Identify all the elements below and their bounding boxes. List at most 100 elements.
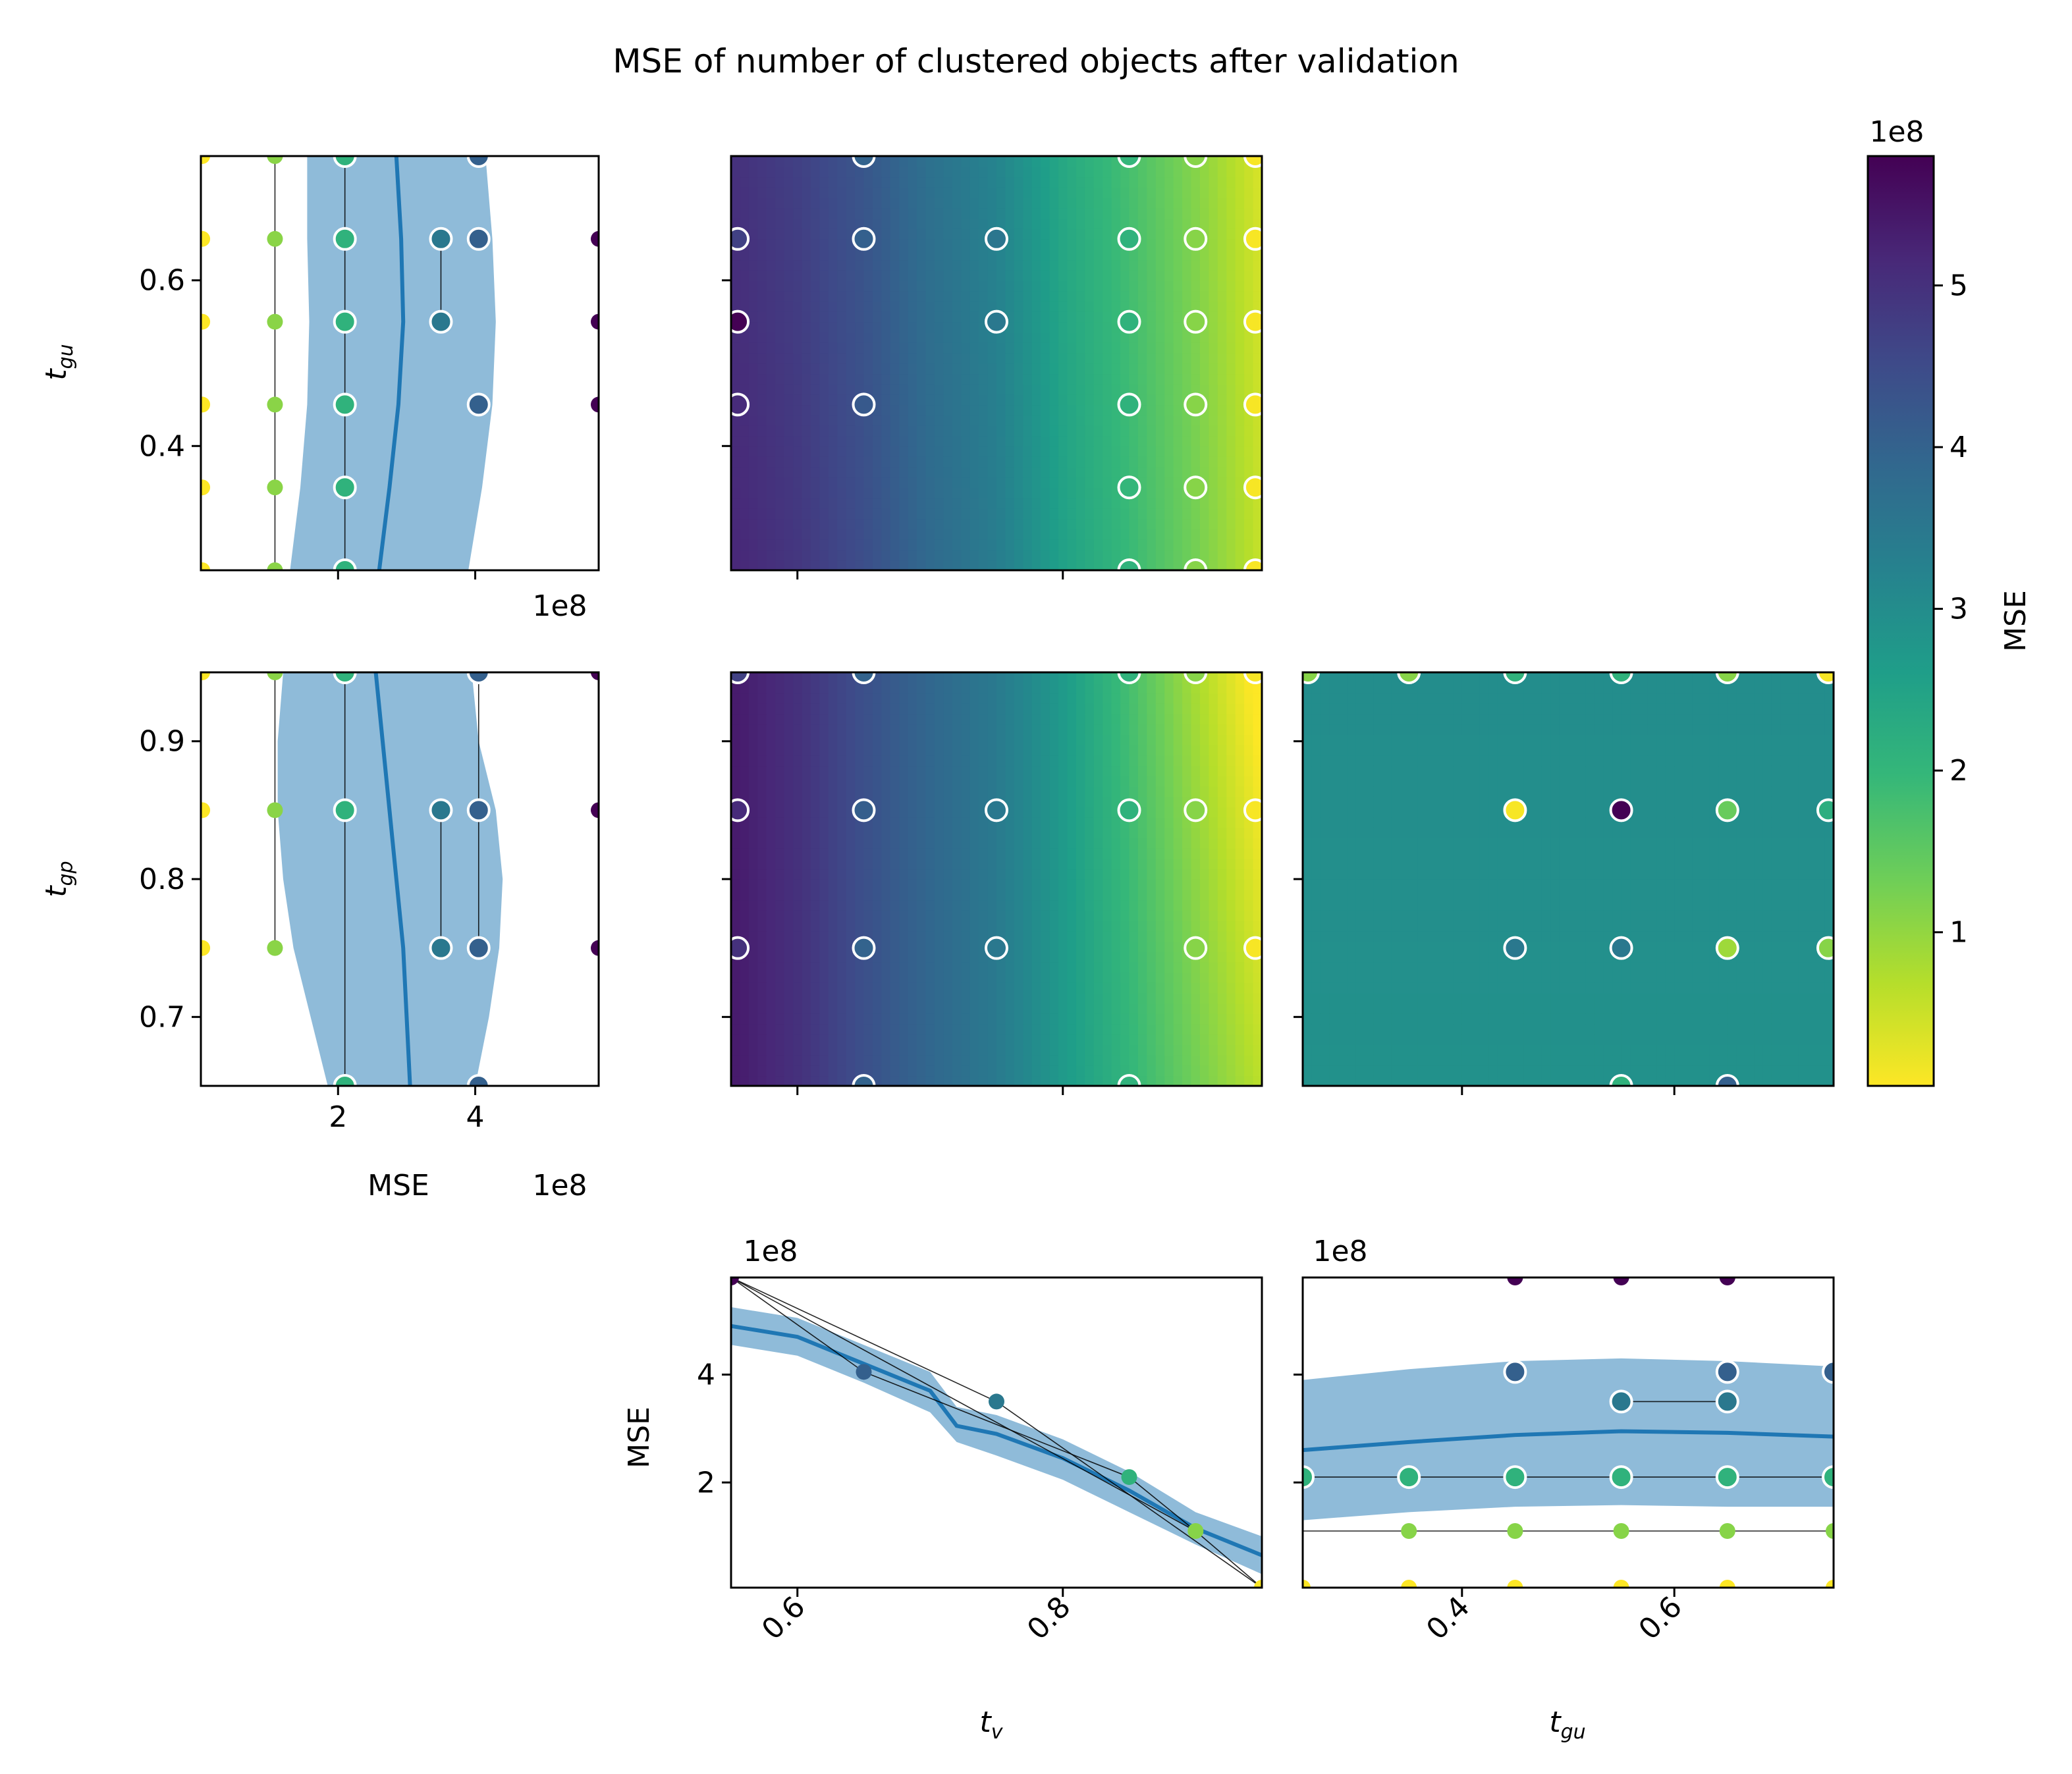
contour-cell <box>1164 280 1174 292</box>
contour-cell <box>1226 518 1236 529</box>
contour-cell <box>1226 425 1236 437</box>
contour-cell <box>881 197 891 209</box>
contour-cell <box>1199 765 1210 776</box>
x-tick-label: 2 <box>329 1100 347 1134</box>
contour-cell <box>802 166 811 178</box>
contour-cell <box>837 900 847 911</box>
contour-cell <box>1173 703 1183 714</box>
contour-cell <box>1031 776 1041 787</box>
contour-cell <box>1217 786 1228 797</box>
contour-cell <box>908 497 917 509</box>
contour-cell <box>1191 992 1201 1004</box>
contour-cell <box>1217 703 1228 714</box>
contour-cell <box>1209 920 1218 932</box>
contour-cell <box>1093 1034 1103 1045</box>
contour-cell <box>1191 518 1201 529</box>
contour-cell <box>1217 693 1228 704</box>
contour-cell <box>1217 197 1228 209</box>
contour-cell <box>961 352 971 364</box>
figure-title: MSE of number of clustered objects after… <box>613 42 1459 80</box>
contour-cell <box>1191 776 1201 787</box>
contour-cell <box>969 693 979 704</box>
contour-cell <box>1164 847 1174 859</box>
contour-cell <box>969 477 979 488</box>
contour-cell <box>837 508 847 520</box>
contour-cell <box>969 156 979 167</box>
contour-cell <box>1173 972 1183 983</box>
contour-cell <box>969 786 979 797</box>
contour-cell <box>1041 1044 1050 1056</box>
contour-cell <box>1155 900 1166 911</box>
contour-cell <box>1129 703 1139 714</box>
contour-cell <box>766 744 776 756</box>
contour-cell <box>1199 713 1210 725</box>
contour-cell <box>996 435 1006 447</box>
contour-cell <box>1049 539 1059 551</box>
contour-cell <box>1137 796 1148 807</box>
contour-cell <box>1031 693 1041 704</box>
contour-cell <box>1076 765 1086 776</box>
contour-cell <box>1014 786 1024 797</box>
contour-cell <box>1120 539 1130 551</box>
xlabel-tgu: tgu <box>1549 1706 1585 1744</box>
contour-cell <box>740 560 750 570</box>
contour-cell <box>1103 415 1112 426</box>
contour-cell <box>1067 529 1077 540</box>
data-point <box>1117 475 1141 500</box>
contour-cell <box>793 497 803 509</box>
contour-cell <box>872 435 883 447</box>
contour-cell <box>775 311 785 323</box>
contour-cell <box>1173 776 1183 787</box>
contour-cell <box>1093 992 1103 1004</box>
contour-cell <box>1253 1054 1262 1066</box>
contour-cell <box>810 744 821 756</box>
contour-cell <box>872 879 883 890</box>
contour-cell <box>766 1075 776 1086</box>
contour-cell <box>1005 176 1015 188</box>
contour-cell <box>996 672 1006 684</box>
contour-cell <box>1067 156 1077 167</box>
contour-cell <box>740 693 750 704</box>
data-point <box>1184 936 1208 960</box>
contour-cell <box>846 1023 856 1035</box>
contour-cell <box>881 1054 891 1066</box>
contour-cell <box>793 518 803 529</box>
contour-cell <box>890 982 900 994</box>
contour-cell <box>1014 900 1024 911</box>
contour-cell <box>837 713 847 725</box>
contour-cell <box>1058 218 1068 229</box>
contour-cell <box>1226 539 1236 551</box>
contour-cell <box>828 435 838 447</box>
contour-cell <box>1120 682 1130 694</box>
contour-cell <box>1147 415 1157 426</box>
contour-cell <box>775 301 785 312</box>
contour-cell <box>1155 693 1166 704</box>
contour-cell <box>1005 187 1015 198</box>
contour-cell <box>1253 456 1262 468</box>
contour-cell <box>1164 518 1174 529</box>
contour-cell <box>979 176 989 188</box>
contour-cell <box>1058 404 1068 416</box>
contour-cell <box>1235 249 1245 261</box>
contour-cell <box>784 941 794 952</box>
contour-cell <box>1199 466 1210 478</box>
contour-cell <box>1085 187 1095 198</box>
contour-cell <box>775 363 785 375</box>
contour-cell <box>1093 900 1103 911</box>
contour-cell <box>1209 218 1218 229</box>
contour-cell <box>1031 228 1041 240</box>
contour-cell <box>917 910 927 921</box>
contour-cell <box>1173 166 1183 178</box>
contour-cell <box>1058 352 1068 364</box>
contour-cell <box>1076 435 1086 447</box>
contour-cell <box>925 487 935 498</box>
contour-cell <box>1023 197 1033 209</box>
contour-cell <box>872 817 883 828</box>
contour-cell <box>1129 734 1139 745</box>
contour-cell <box>1120 1013 1130 1025</box>
contour-cell <box>1093 713 1103 725</box>
contour-cell <box>1155 176 1166 188</box>
contour-cell <box>1235 446 1245 457</box>
contour-cell <box>793 796 803 807</box>
contour-cell <box>1041 383 1050 395</box>
